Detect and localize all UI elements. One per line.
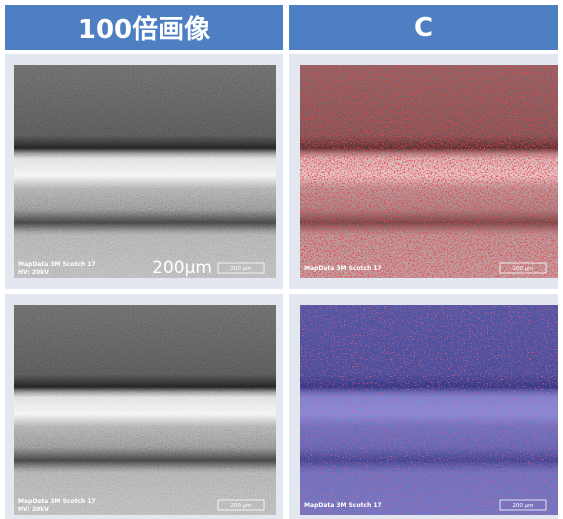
image-texture	[14, 65, 276, 278]
image-label: MapData 3M Scotch 17	[18, 498, 96, 505]
scale-big-label: 200μm	[152, 258, 212, 278]
sem-image: MapData 3M Scotch 17 200 μm	[300, 305, 558, 515]
image-label: MapData 3M Scotch 17	[304, 502, 382, 509]
sem-image: MapData 3M Scotch 17 200 μm	[300, 65, 558, 278]
scale-label: 200 μm	[230, 503, 251, 509]
element-map	[300, 305, 558, 515]
scale-label: 200 μm	[230, 266, 251, 272]
image-texture	[14, 305, 276, 515]
scale-label: 200 μm	[512, 266, 533, 272]
scale-label: 200 μm	[512, 503, 533, 509]
image-hv: HV: 20kV	[18, 506, 49, 513]
image-hv: HV: 20kV	[18, 269, 49, 276]
image-label: MapData 3M Scotch 17	[18, 261, 96, 268]
image-label: MapData 3M Scotch 17	[304, 265, 382, 272]
header-right: C	[289, 5, 558, 50]
page: 100倍画像 C MapData 3M Scotch 17HV: 20kV200…	[0, 0, 563, 519]
element-map	[300, 65, 558, 278]
header-left: 100倍画像	[5, 5, 283, 50]
